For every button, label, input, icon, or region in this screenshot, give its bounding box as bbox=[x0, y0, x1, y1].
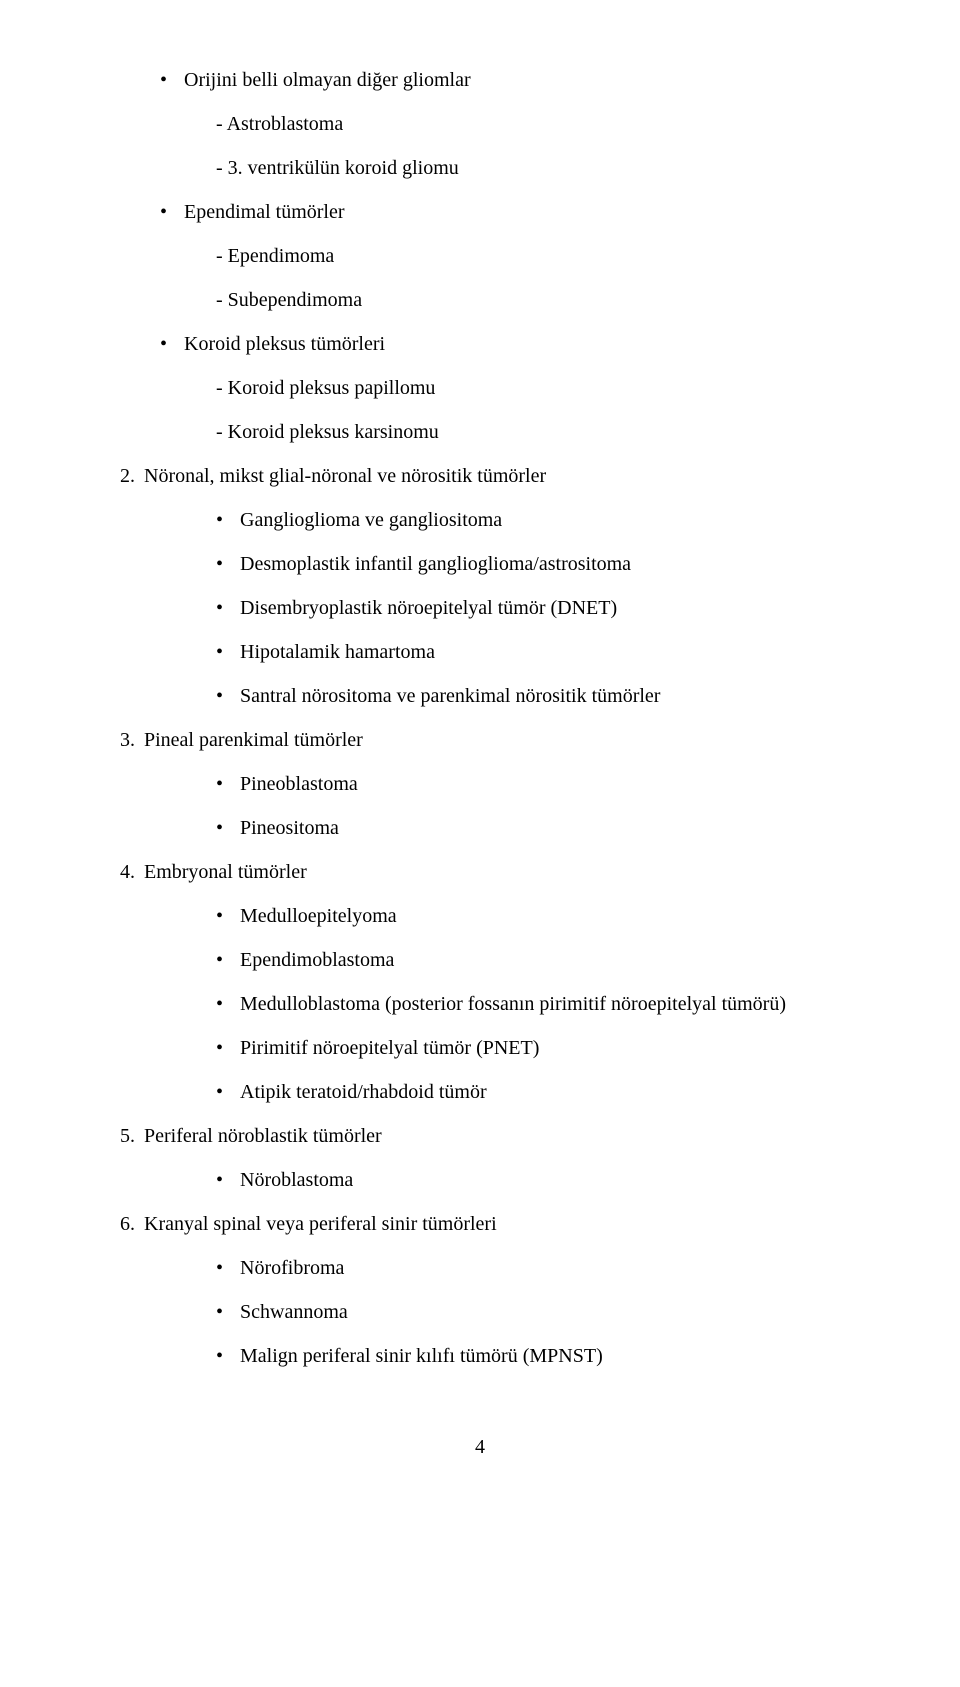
list-item-text: Pirimitif nöroepitelyal tümör (PNET) bbox=[240, 1037, 539, 1059]
list-item: •Nöroblastoma bbox=[216, 1160, 840, 1200]
bullet-icon: • bbox=[216, 544, 240, 584]
bullet-icon: • bbox=[216, 500, 240, 540]
list-item-text: Desmoplastik infantil ganglioglioma/astr… bbox=[240, 553, 631, 575]
list-item-text: Schwannoma bbox=[240, 1301, 348, 1323]
list-item: •Ganglioglioma ve gangliositoma bbox=[216, 500, 840, 540]
list-item-text: Koroid pleksus tümörleri bbox=[184, 333, 385, 355]
list-number: 4. bbox=[120, 852, 144, 892]
bullet-icon: • bbox=[160, 60, 184, 100]
list-item: - Astroblastoma bbox=[216, 104, 840, 144]
list-item: •Pineositoma bbox=[216, 808, 840, 848]
list-item: - Koroid pleksus papillomu bbox=[216, 368, 840, 408]
bullet-icon: • bbox=[216, 1160, 240, 1200]
list-item-text: - bbox=[216, 377, 228, 399]
bullet-icon: • bbox=[216, 1028, 240, 1068]
list-item: 2.Nöronal, mikst glial-nöronal ve nörosi… bbox=[120, 456, 840, 496]
list-number: 6. bbox=[120, 1204, 144, 1244]
list-item-text: Kranyal spinal veya periferal sinir tümö… bbox=[144, 1213, 497, 1235]
list-item: 6.Kranyal spinal veya periferal sinir tü… bbox=[120, 1204, 840, 1244]
list-item-text: Ganglioglioma ve gangliositoma bbox=[240, 509, 502, 531]
list-item-text: Orijini belli olmayan diğer gliomlar bbox=[184, 69, 471, 91]
list-item: •Disembryoplastik nöroepitelyal tümör (D… bbox=[216, 588, 840, 628]
list-item-text: Nörofibroma bbox=[240, 1257, 344, 1279]
bullet-icon: • bbox=[216, 1248, 240, 1288]
list-item: •Ependimal tümörler bbox=[160, 192, 840, 232]
list-item-label: Koroid pleksus papillomu bbox=[228, 377, 436, 399]
list-item-text: Ependimoblastoma bbox=[240, 949, 394, 971]
document-body: •Orijini belli olmayan diğer gliomlar- A… bbox=[120, 60, 840, 1376]
list-item: •Orijini belli olmayan diğer gliomlar bbox=[160, 60, 840, 100]
list-item-label: Ependimoma bbox=[228, 245, 335, 267]
list-item: - Koroid pleksus karsinomu bbox=[216, 412, 840, 452]
list-item-label: 3. ventrikülün koroid gliomu bbox=[228, 157, 459, 179]
list-number: 3. bbox=[120, 720, 144, 760]
list-item-label: Subependimoma bbox=[228, 289, 362, 311]
list-item-text: Pineal parenkimal tümörler bbox=[144, 729, 363, 751]
list-item: - Subependimoma bbox=[216, 280, 840, 320]
list-item: - Ependimoma bbox=[216, 236, 840, 276]
list-item-text: - bbox=[216, 245, 228, 267]
bullet-icon: • bbox=[216, 764, 240, 804]
list-item: •Schwannoma bbox=[216, 1292, 840, 1332]
list-item-text: - bbox=[216, 421, 228, 443]
list-item: •Medulloepitelyoma bbox=[216, 896, 840, 936]
list-item-label: Astroblastoma bbox=[227, 113, 344, 135]
list-item: 5.Periferal nöroblastik tümörler bbox=[120, 1116, 840, 1156]
list-item-text: - bbox=[216, 113, 227, 135]
list-item-text: Disembryoplastik nöroepitelyal tümör (DN… bbox=[240, 597, 617, 619]
list-item: •Koroid pleksus tümörleri bbox=[160, 324, 840, 364]
bullet-icon: • bbox=[160, 324, 184, 364]
list-item-text: Ependimal tümörler bbox=[184, 201, 345, 223]
list-item-text: - bbox=[216, 157, 228, 179]
list-item: •Pirimitif nöroepitelyal tümör (PNET) bbox=[216, 1028, 840, 1068]
list-item: •Nörofibroma bbox=[216, 1248, 840, 1288]
list-item-label: Koroid pleksus karsinomu bbox=[228, 421, 439, 443]
list-item-text: Medulloblastoma (posterior fossanın piri… bbox=[240, 993, 786, 1015]
list-item: •Pineoblastoma bbox=[216, 764, 840, 804]
list-item: •Ependimoblastoma bbox=[216, 940, 840, 980]
bullet-icon: • bbox=[216, 808, 240, 848]
bullet-icon: • bbox=[216, 1336, 240, 1376]
list-item: •Malign periferal sinir kılıfı tümörü (M… bbox=[216, 1336, 840, 1376]
list-item-text: Medulloepitelyoma bbox=[240, 905, 397, 927]
list-item-text: Malign periferal sinir kılıfı tümörü (MP… bbox=[240, 1345, 603, 1367]
list-item-text: Embryonal tümörler bbox=[144, 861, 307, 883]
list-item: 4.Embryonal tümörler bbox=[120, 852, 840, 892]
list-item: •Hipotalamik hamartoma bbox=[216, 632, 840, 672]
page-number: 4 bbox=[120, 1436, 840, 1459]
bullet-icon: • bbox=[216, 676, 240, 716]
list-item-text: Pineositoma bbox=[240, 817, 339, 839]
list-item-text: - bbox=[216, 289, 228, 311]
list-item-text: Nöronal, mikst glial-nöronal ve nörositi… bbox=[144, 465, 546, 487]
bullet-icon: • bbox=[216, 940, 240, 980]
list-item-text: Pineoblastoma bbox=[240, 773, 358, 795]
bullet-icon: • bbox=[160, 192, 184, 232]
list-item-text: Atipik teratoid/rhabdoid tümör bbox=[240, 1081, 487, 1103]
list-item-text: Periferal nöroblastik tümörler bbox=[144, 1125, 382, 1147]
bullet-icon: • bbox=[216, 896, 240, 936]
list-item: - 3. ventrikülün koroid gliomu bbox=[216, 148, 840, 188]
bullet-icon: • bbox=[216, 588, 240, 628]
list-number: 5. bbox=[120, 1116, 144, 1156]
bullet-icon: • bbox=[216, 632, 240, 672]
list-item: •Santral nörositoma ve parenkimal nörosi… bbox=[216, 676, 840, 716]
bullet-icon: • bbox=[216, 1292, 240, 1332]
list-item-text: Santral nörositoma ve parenkimal nörosit… bbox=[240, 685, 660, 707]
list-item: 3.Pineal parenkimal tümörler bbox=[120, 720, 840, 760]
bullet-icon: • bbox=[216, 1072, 240, 1112]
list-item: •Atipik teratoid/rhabdoid tümör bbox=[216, 1072, 840, 1112]
bullet-icon: • bbox=[216, 984, 240, 1024]
list-number: 2. bbox=[120, 456, 144, 496]
list-item: •Medulloblastoma (posterior fossanın pir… bbox=[216, 984, 840, 1024]
list-item-text: Hipotalamik hamartoma bbox=[240, 641, 435, 663]
list-item: •Desmoplastik infantil ganglioglioma/ast… bbox=[216, 544, 840, 584]
list-item-text: Nöroblastoma bbox=[240, 1169, 353, 1191]
